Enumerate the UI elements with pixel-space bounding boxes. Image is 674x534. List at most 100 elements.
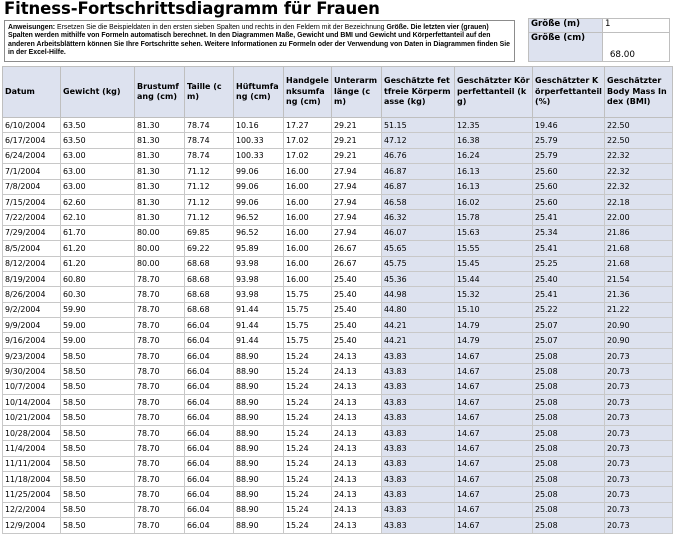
table-cell[interactable]: 66.04 (184, 363, 234, 380)
table-cell[interactable]: 6/24/2004 (2, 147, 61, 165)
table-cell[interactable]: 46.87 (381, 178, 455, 195)
table-cell[interactable]: 27.94 (331, 193, 382, 211)
table-cell[interactable]: 25.40 (331, 286, 382, 303)
table-cell[interactable]: 88.90 (233, 347, 284, 365)
table-cell[interactable]: 44.98 (381, 286, 455, 303)
table-cell[interactable]: 16.13 (454, 178, 533, 195)
table-cell[interactable]: 22.00 (604, 209, 673, 226)
table-cell[interactable]: 63.00 (60, 178, 135, 195)
table-cell[interactable]: 78.70 (134, 394, 185, 411)
table-cell[interactable]: 66.04 (184, 317, 234, 334)
table-cell[interactable]: 11/11/2004 (2, 455, 61, 472)
table-cell[interactable]: 14.79 (454, 317, 533, 334)
table-cell[interactable]: 8/26/2004 (2, 286, 61, 303)
table-cell[interactable]: 15.44 (454, 270, 533, 288)
table-cell[interactable]: 25.08 (532, 440, 605, 457)
table-cell[interactable]: 44.80 (381, 301, 455, 319)
table-cell[interactable]: 66.04 (184, 394, 234, 411)
table-cell[interactable]: 45.36 (381, 270, 455, 288)
table-cell[interactable]: 12/9/2004 (2, 517, 61, 534)
table-cell[interactable]: 15.32 (454, 286, 533, 303)
table-cell[interactable]: 21.68 (604, 240, 673, 257)
table-cell[interactable]: 16.00 (283, 270, 332, 288)
table-cell[interactable]: 63.00 (60, 147, 135, 165)
table-cell[interactable]: 15.24 (283, 517, 332, 534)
table-cell[interactable]: 20.73 (604, 501, 673, 519)
table-cell[interactable]: 88.90 (233, 363, 284, 380)
table-cell[interactable]: 17.02 (283, 147, 332, 165)
table-cell[interactable]: 58.50 (60, 363, 135, 380)
table-cell[interactable]: 58.50 (60, 517, 135, 534)
table-cell[interactable]: 14.67 (454, 470, 533, 488)
table-cell[interactable]: 10/21/2004 (2, 409, 61, 426)
table-cell[interactable]: 27.94 (331, 209, 382, 226)
table-cell[interactable]: 43.83 (381, 394, 455, 411)
table-cell[interactable]: 60.80 (60, 270, 135, 288)
table-cell[interactable]: 25.08 (532, 486, 605, 503)
table-cell[interactable]: 25.40 (331, 332, 382, 349)
table-cell[interactable]: 78.70 (134, 486, 185, 503)
table-cell[interactable]: 93.98 (233, 255, 284, 272)
table-cell[interactable]: 66.04 (184, 378, 234, 396)
table-cell[interactable]: 78.74 (184, 116, 234, 134)
table-cell[interactable]: 78.70 (134, 455, 185, 472)
column-header[interactable]: Geschätzter Body Mass Index (BMI) (604, 66, 673, 118)
column-header[interactable]: Brustumfang (cm) (134, 66, 185, 118)
table-cell[interactable]: 16.00 (283, 224, 332, 242)
table-cell[interactable]: 66.04 (184, 455, 234, 472)
table-cell[interactable]: 96.52 (233, 209, 284, 226)
table-cell[interactable]: 78.74 (184, 147, 234, 165)
table-cell[interactable]: 95.89 (233, 240, 284, 257)
column-header[interactable]: Geschätzter Körperfettanteil (%) (532, 66, 605, 118)
table-cell[interactable]: 25.40 (331, 270, 382, 288)
table-cell[interactable]: 26.67 (331, 240, 382, 257)
table-cell[interactable]: 88.90 (233, 394, 284, 411)
table-cell[interactable]: 15.24 (283, 470, 332, 488)
table-cell[interactable]: 8/19/2004 (2, 270, 61, 288)
table-cell[interactable]: 16.38 (454, 132, 533, 149)
table-cell[interactable]: 25.40 (331, 317, 382, 334)
table-cell[interactable]: 59.00 (60, 332, 135, 349)
size-cm-cell[interactable]: 68.00 (602, 32, 670, 62)
table-cell[interactable]: 8/5/2004 (2, 240, 61, 257)
table-cell[interactable]: 45.75 (381, 255, 455, 272)
table-cell[interactable]: 20.73 (604, 486, 673, 503)
table-cell[interactable]: 15.75 (283, 301, 332, 319)
table-cell[interactable]: 58.50 (60, 424, 135, 442)
table-cell[interactable]: 14.67 (454, 347, 533, 365)
table-cell[interactable]: 88.90 (233, 378, 284, 396)
table-cell[interactable]: 21.36 (604, 286, 673, 303)
table-cell[interactable]: 16.00 (283, 240, 332, 257)
table-cell[interactable]: 80.00 (134, 255, 185, 272)
table-cell[interactable]: 25.41 (532, 209, 605, 226)
table-cell[interactable]: 21.86 (604, 224, 673, 242)
table-cell[interactable]: 15.10 (454, 301, 533, 319)
table-cell[interactable]: 43.83 (381, 409, 455, 426)
table-cell[interactable]: 88.90 (233, 424, 284, 442)
table-cell[interactable]: 14.79 (454, 332, 533, 349)
column-header[interactable]: Hüftumfang (cm) (233, 66, 284, 118)
table-cell[interactable]: 43.83 (381, 455, 455, 472)
table-cell[interactable]: 78.70 (134, 286, 185, 303)
table-cell[interactable]: 20.73 (604, 440, 673, 457)
table-cell[interactable]: 27.94 (331, 163, 382, 180)
table-cell[interactable]: 20.73 (604, 409, 673, 426)
table-cell[interactable]: 46.58 (381, 193, 455, 211)
table-cell[interactable]: 25.79 (532, 132, 605, 149)
table-cell[interactable]: 61.20 (60, 255, 135, 272)
table-cell[interactable]: 88.90 (233, 409, 284, 426)
table-cell[interactable]: 15.55 (454, 240, 533, 257)
column-header[interactable]: Taille (cm) (184, 66, 234, 118)
table-cell[interactable]: 14.67 (454, 455, 533, 472)
table-cell[interactable]: 58.50 (60, 501, 135, 519)
column-header[interactable]: Datum (2, 66, 61, 118)
table-cell[interactable]: 9/2/2004 (2, 301, 61, 319)
table-cell[interactable]: 25.25 (532, 255, 605, 272)
table-cell[interactable]: 43.83 (381, 517, 455, 534)
table-cell[interactable]: 25.34 (532, 224, 605, 242)
table-cell[interactable]: 71.12 (184, 193, 234, 211)
table-cell[interactable]: 20.73 (604, 424, 673, 442)
table-cell[interactable]: 16.02 (454, 193, 533, 211)
table-cell[interactable]: 15.24 (283, 455, 332, 472)
table-cell[interactable]: 66.04 (184, 332, 234, 349)
